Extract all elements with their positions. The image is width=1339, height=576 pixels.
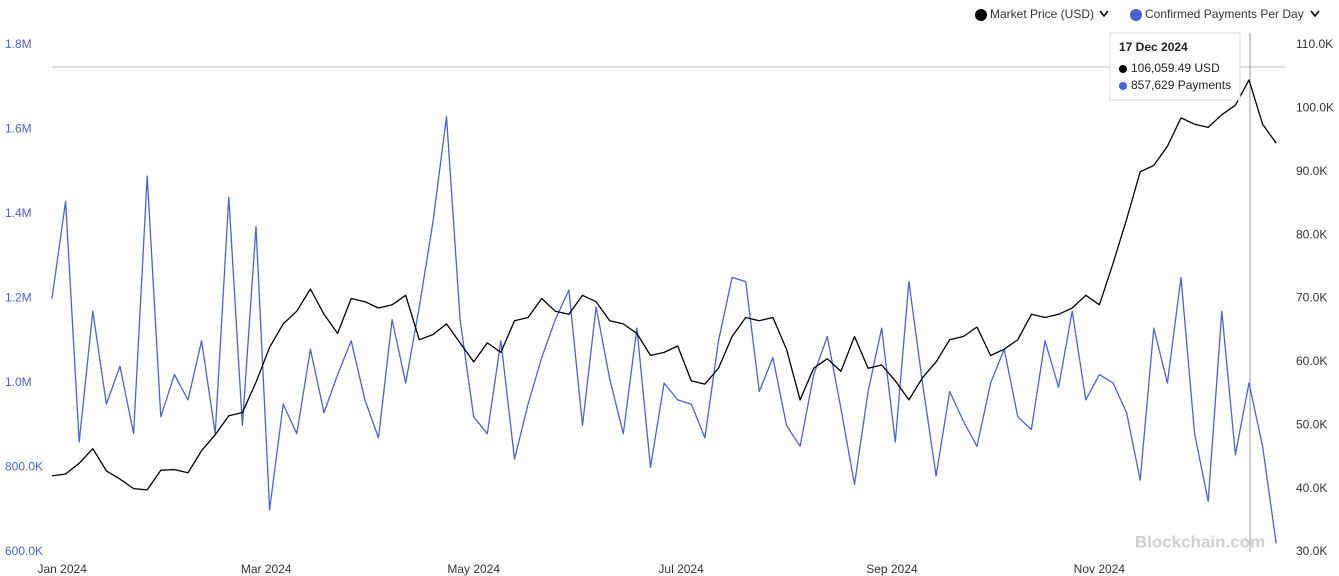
legend-label[interactable]: Confirmed Payments Per Day bbox=[1145, 7, 1304, 21]
legend-chevron[interactable] bbox=[1099, 10, 1109, 18]
tooltip-box bbox=[1109, 32, 1241, 101]
legend[interactable]: Market Price (USD) Confirmed Payments Pe… bbox=[975, 7, 1320, 21]
y2-tick-label: 100.0K bbox=[1296, 101, 1334, 115]
legend-label[interactable]: Market Price (USD) bbox=[990, 7, 1094, 21]
legend-chevron[interactable] bbox=[1310, 10, 1320, 18]
legend-marker bbox=[975, 9, 987, 21]
series-line bbox=[51, 116, 1277, 544]
y-tick-label: 600.0K bbox=[5, 544, 43, 558]
y-tick-label: 1.4M bbox=[5, 206, 32, 220]
y-tick-label: 1.6M bbox=[5, 122, 32, 136]
x-tick-label: Mar 2024 bbox=[241, 562, 292, 576]
tooltip-dot bbox=[1119, 82, 1127, 90]
y2-tick-label: 110.0K bbox=[1296, 37, 1333, 51]
y-tick-label: 1.8M bbox=[5, 37, 32, 51]
x-tick-label: Jul 2024 bbox=[658, 562, 704, 576]
series-line bbox=[51, 79, 1277, 491]
y2-tick-label: 60.0K bbox=[1296, 354, 1327, 368]
y-tick-label: 1.0M bbox=[5, 375, 32, 389]
y-tick-label: 1.2M bbox=[5, 291, 32, 305]
watermark: Blockchain.com bbox=[1135, 532, 1265, 551]
y2-tick-label: 40.0K bbox=[1296, 481, 1327, 495]
x-tick-label: Jan 2024 bbox=[38, 562, 88, 576]
tooltip-title: 17 Dec 2024 bbox=[1119, 40, 1188, 54]
y2-tick-label: 30.0K bbox=[1296, 544, 1327, 558]
y2-tick-label: 50.0K bbox=[1296, 417, 1327, 431]
legend-marker bbox=[1130, 9, 1142, 21]
tooltip-line: 857,629 Payments bbox=[1131, 78, 1231, 92]
y-tick-label: 800.0K bbox=[5, 460, 43, 474]
x-tick-label: Nov 2024 bbox=[1074, 562, 1126, 576]
y2-tick-label: 90.0K bbox=[1296, 164, 1327, 178]
x-tick-label: Sep 2024 bbox=[866, 562, 918, 576]
tooltip-line: 106,059.49 USD bbox=[1131, 61, 1220, 75]
tooltip-dot bbox=[1119, 65, 1127, 73]
tooltip: 17 Dec 2024 106,059.49 USD 857,629 Payme… bbox=[1109, 32, 1241, 101]
plot-area: 600.0K 800.0K 1.0M 1.2M 1.4M 1.6M 1.8M 30.0K 40.… bbox=[5, 37, 1334, 576]
y2-tick-label: 70.0K bbox=[1296, 291, 1327, 305]
x-tick-label: May 2024 bbox=[447, 562, 500, 576]
y2-tick-label: 80.0K bbox=[1296, 227, 1327, 241]
